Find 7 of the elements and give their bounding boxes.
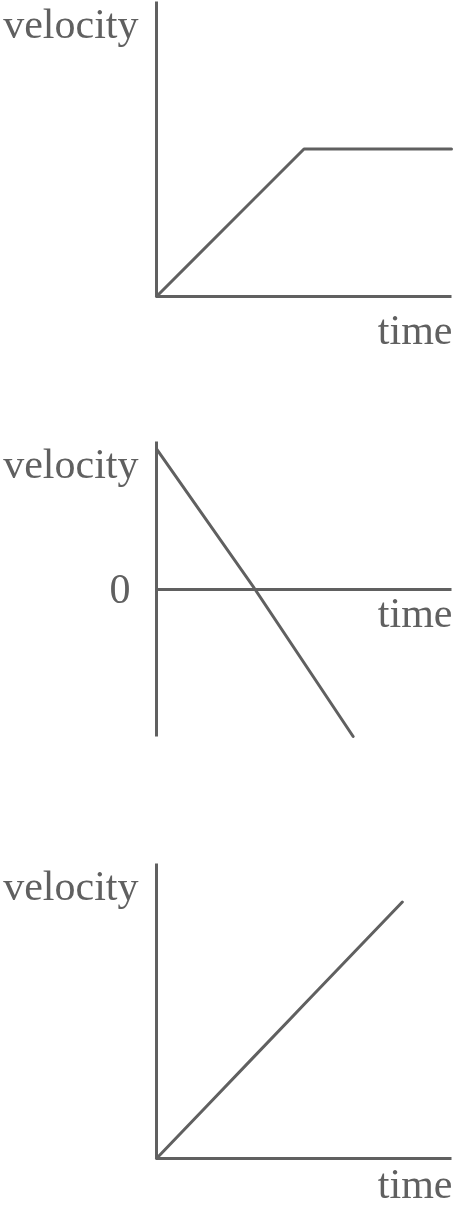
y-axis-title: velocity	[3, 862, 139, 909]
y-axis-title: velocity	[3, 0, 139, 47]
x-axis-title: time	[377, 590, 453, 636]
x-axis-title: time	[377, 1160, 453, 1206]
text: 0	[109, 566, 131, 612]
y-axis-title: velocity	[3, 440, 139, 487]
x-axis-title: time	[377, 306, 453, 353]
